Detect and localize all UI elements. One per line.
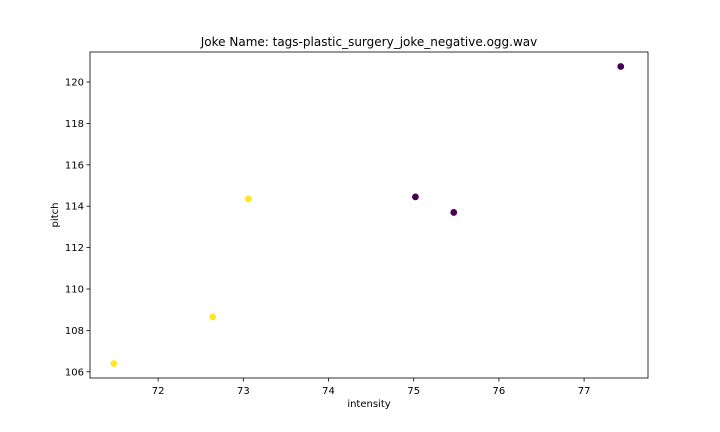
x-axis: 72 73 74 75 76 77	[152, 378, 591, 397]
y-tick-label: 114	[65, 202, 84, 213]
x-tick-label: 75	[407, 386, 420, 397]
y-axis: 106 108 110 112 114 116 118 120	[65, 78, 90, 378]
y-tick-label: 110	[65, 284, 84, 295]
y-tick-label: 116	[65, 160, 84, 171]
x-tick-label: 76	[493, 386, 506, 397]
chart-title: Joke Name: tags-plastic_surgery_joke_neg…	[200, 35, 537, 49]
y-tick-label: 120	[65, 78, 84, 89]
scatter-point	[617, 63, 625, 70]
scatter-point	[450, 209, 458, 216]
x-tick-label: 77	[578, 386, 591, 397]
y-tick-label: 108	[65, 326, 84, 337]
scatter-point	[110, 360, 118, 367]
y-axis-label: pitch	[50, 203, 61, 228]
y-tick-label: 112	[65, 243, 84, 254]
plot-frame	[89, 51, 649, 379]
x-tick-label: 72	[152, 386, 165, 397]
x-tick-label: 74	[322, 386, 335, 397]
x-tick-label: 73	[237, 386, 250, 397]
y-tick-label: 118	[65, 119, 84, 130]
scatter-point	[412, 193, 419, 201]
x-axis-label: intensity	[347, 399, 390, 410]
y-tick-label: 106	[65, 367, 84, 378]
scatter-point	[209, 313, 217, 321]
scatter-point	[245, 195, 252, 203]
plot-area	[110, 63, 625, 367]
